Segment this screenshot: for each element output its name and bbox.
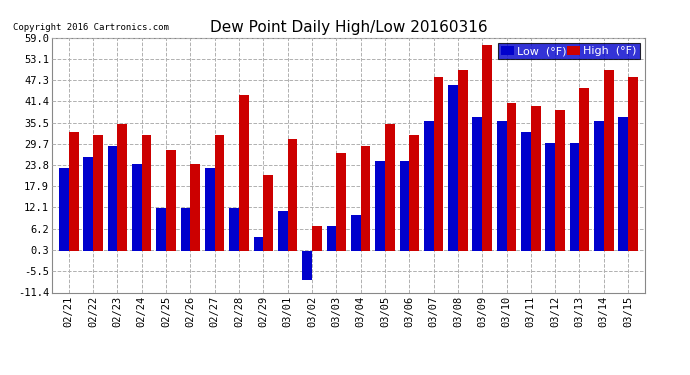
Title: Dew Point Daily High/Low 20160316: Dew Point Daily High/Low 20160316 [210,20,487,35]
Bar [580,88,589,251]
Bar [215,135,224,251]
Bar [336,153,346,251]
Bar [375,160,385,251]
Bar [628,77,638,251]
Bar [424,121,433,251]
Bar [618,117,628,251]
Bar [385,124,395,251]
Bar [458,70,468,251]
Bar [448,85,458,251]
Bar [141,135,152,251]
Bar [229,208,239,251]
Bar [205,168,215,251]
Bar [545,142,555,251]
Bar [482,45,492,251]
Legend: Low  (°F), High  (°F): Low (°F), High (°F) [497,43,640,59]
Bar [278,211,288,251]
Bar [506,103,516,251]
Bar [59,168,69,251]
Bar [108,146,117,251]
Bar [264,175,273,251]
Bar [594,121,604,251]
Bar [531,106,540,251]
Bar [181,208,190,251]
Bar [555,110,565,251]
Bar [93,135,103,251]
Bar [302,251,312,280]
Bar [521,132,531,251]
Bar [604,70,613,251]
Bar [473,117,482,251]
Bar [351,215,361,251]
Bar [239,96,248,251]
Bar [83,157,93,251]
Bar [433,77,443,251]
Bar [288,139,297,251]
Bar [497,121,506,251]
Bar [312,226,322,251]
Bar [326,226,336,251]
Bar [361,146,371,251]
Bar [69,132,79,251]
Bar [157,208,166,251]
Text: Copyright 2016 Cartronics.com: Copyright 2016 Cartronics.com [13,24,169,33]
Bar [166,150,176,251]
Bar [409,135,419,251]
Bar [570,142,580,251]
Bar [400,160,409,251]
Bar [254,237,264,251]
Bar [190,164,200,251]
Bar [117,124,127,251]
Bar [132,164,141,251]
